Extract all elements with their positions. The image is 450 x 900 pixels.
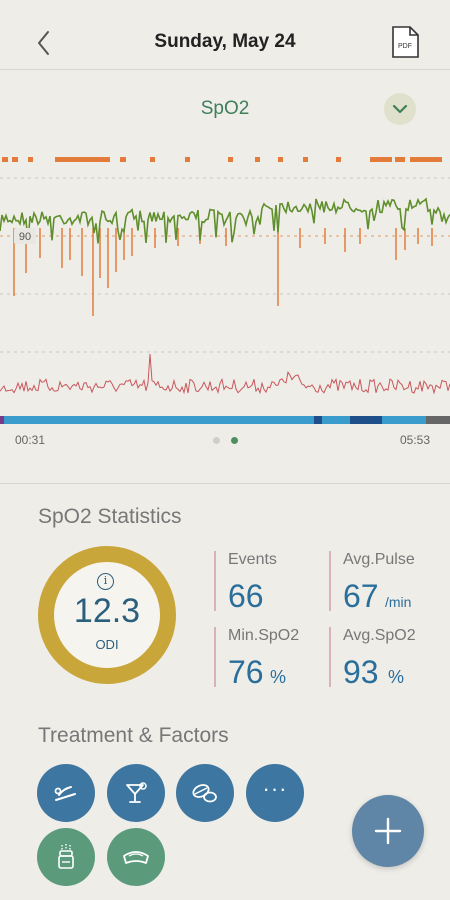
info-icon[interactable]: i xyxy=(97,573,114,590)
spo2-desat-spikes xyxy=(13,228,433,316)
avg-spo2-label: Avg.SpO2 xyxy=(343,627,416,644)
event-marker xyxy=(28,157,33,162)
avg-pulse-unit: /min xyxy=(385,594,412,610)
alcohol-button[interactable] xyxy=(107,764,165,822)
stat-divider xyxy=(214,627,216,687)
timeline-segment xyxy=(350,416,382,424)
add-button[interactable] xyxy=(352,795,424,867)
timeline-segment xyxy=(322,416,350,424)
mouthguard-icon xyxy=(123,851,149,864)
timeline-segment xyxy=(382,416,426,424)
events-label: Events xyxy=(228,551,277,568)
collapse-button[interactable] xyxy=(384,93,416,125)
threshold-label: 90 xyxy=(19,231,31,243)
avg-pulse-value: 67 xyxy=(343,578,379,614)
timeline-segment xyxy=(426,416,450,424)
pdf-export-icon[interactable]: PDF xyxy=(390,26,420,58)
event-marker xyxy=(2,157,8,162)
min-spo2-value: 76 xyxy=(228,654,264,690)
spo2-series-line xyxy=(0,197,450,244)
stat-divider xyxy=(329,551,331,611)
event-marker xyxy=(278,157,283,162)
stats-title: SpO2 Statistics xyxy=(38,505,182,528)
min-spo2-label: Min.SpO2 xyxy=(228,627,300,644)
events-value: 66 xyxy=(228,578,264,614)
timeline-segment xyxy=(4,416,314,424)
more-button[interactable]: ··· xyxy=(246,764,304,822)
page-title: Sunday, May 24 xyxy=(154,31,296,52)
chevron-down-icon xyxy=(392,104,408,114)
event-marker xyxy=(336,157,341,162)
avg-spo2-value: 93 xyxy=(343,654,379,690)
threshold-label-bg xyxy=(14,228,36,244)
sleep-position-icon xyxy=(54,786,76,801)
event-marker xyxy=(12,157,18,162)
treatment-title: Treatment & Factors xyxy=(38,724,229,747)
event-marker xyxy=(185,157,190,162)
event-marker xyxy=(150,157,155,162)
event-marker xyxy=(120,157,126,162)
timeline-segment xyxy=(0,416,4,424)
more-icon: ··· xyxy=(262,776,288,801)
cpap-button[interactable] xyxy=(37,828,95,886)
x-start-label: 00:31 xyxy=(15,433,46,447)
event-markers xyxy=(2,157,442,162)
pulse-series-line xyxy=(0,353,450,395)
event-marker xyxy=(436,157,442,162)
event-marker xyxy=(255,157,260,162)
pager-dot-inactive[interactable] xyxy=(213,437,220,444)
sleep-position-button[interactable] xyxy=(37,764,95,822)
avg-spo2-unit: % xyxy=(388,667,405,687)
stat-divider xyxy=(329,627,331,687)
mouthguard-button[interactable] xyxy=(107,828,165,886)
back-arrow-icon[interactable] xyxy=(30,28,60,58)
plus-icon xyxy=(374,817,402,845)
min-spo2-unit: % xyxy=(270,667,287,687)
event-marker xyxy=(303,157,308,162)
event-marker xyxy=(395,157,405,162)
event-marker xyxy=(228,157,233,162)
spo2-chart[interactable]: 90 xyxy=(0,148,450,428)
event-marker xyxy=(410,157,440,162)
event-marker xyxy=(55,157,110,162)
timeline-bar xyxy=(0,416,450,424)
timeline-segment xyxy=(314,416,322,424)
x-end-label: 05:53 xyxy=(400,433,431,447)
chart-section-title: SpO2 xyxy=(200,98,250,119)
header: Sunday, May 24 PDF xyxy=(0,0,450,70)
odi-label: ODI xyxy=(95,637,119,652)
avg-pulse-label: Avg.Pulse xyxy=(343,551,415,568)
event-marker xyxy=(370,157,392,162)
cpap-icon xyxy=(58,844,74,869)
alcohol-icon xyxy=(126,782,147,803)
pdf-icon-label: PDF xyxy=(398,43,412,50)
medication-button[interactable] xyxy=(176,764,234,822)
pager-dot-active[interactable] xyxy=(231,437,238,444)
medication-icon xyxy=(192,784,217,803)
odi-value: 12.3 xyxy=(73,592,141,630)
odi-ring xyxy=(38,546,176,684)
divider xyxy=(0,483,450,484)
stat-divider xyxy=(214,551,216,611)
